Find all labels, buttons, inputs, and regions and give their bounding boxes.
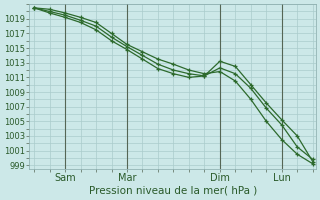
- X-axis label: Pression niveau de la mer( hPa ): Pression niveau de la mer( hPa ): [89, 186, 257, 196]
